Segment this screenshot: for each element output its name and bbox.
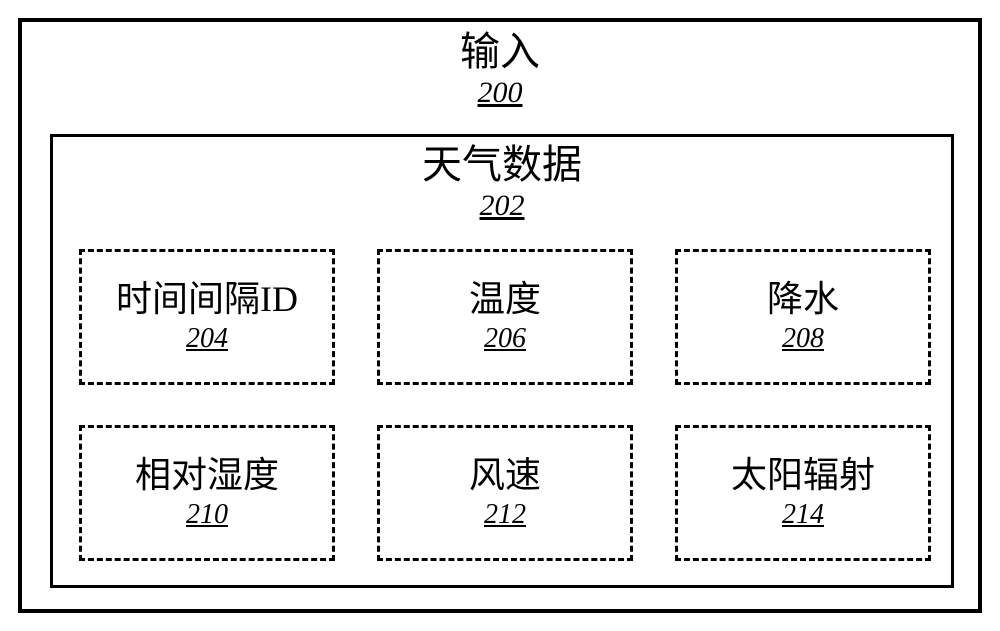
cell-label: 时间间隔ID	[116, 279, 298, 320]
weather-data-ref: 202	[53, 189, 951, 222]
cell-label: 温度	[469, 279, 541, 320]
cell-precipitation: 降水 208	[675, 249, 931, 385]
input-block-ref: 200	[22, 76, 978, 109]
cell-ref: 210	[186, 499, 228, 531]
input-block-header: 输入 200	[22, 30, 978, 109]
cell-label: 降水	[767, 279, 839, 320]
cell-label: 太阳辐射	[731, 455, 875, 496]
weather-data-grid: 时间间隔ID 204 温度 206 降水 208 相对湿度 210 风速 212…	[79, 249, 931, 561]
cell-ref: 212	[484, 499, 526, 531]
weather-data-block: 天气数据 202 时间间隔ID 204 温度 206 降水 208 相对湿度 2…	[50, 134, 954, 588]
input-block: 输入 200 天气数据 202 时间间隔ID 204 温度 206 降水 208…	[18, 18, 982, 613]
cell-label: 风速	[469, 455, 541, 496]
cell-time-interval-id: 时间间隔ID 204	[79, 249, 335, 385]
cell-wind-speed: 风速 212	[377, 425, 633, 561]
cell-ref: 206	[484, 323, 526, 355]
cell-relative-humidity: 相对湿度 210	[79, 425, 335, 561]
cell-label: 相对湿度	[135, 455, 279, 496]
cell-ref: 214	[782, 499, 824, 531]
cell-temperature: 温度 206	[377, 249, 633, 385]
cell-solar-radiation: 太阳辐射 214	[675, 425, 931, 561]
weather-data-header: 天气数据 202	[53, 143, 951, 222]
weather-data-title: 天气数据	[53, 143, 951, 187]
cell-ref: 204	[186, 323, 228, 355]
cell-ref: 208	[782, 323, 824, 355]
input-block-title: 输入	[22, 30, 978, 74]
